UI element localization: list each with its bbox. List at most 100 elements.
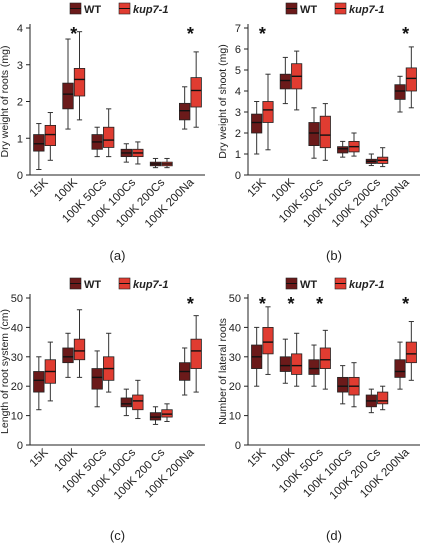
legend: WT kup7-1 — [69, 2, 168, 16]
box-body — [337, 146, 349, 154]
box-body — [319, 347, 331, 369]
y-tick-label: 40 — [11, 322, 23, 334]
box-kup7-1 — [73, 309, 86, 378]
box-wt — [33, 356, 45, 411]
y-tick-label: 30 — [229, 352, 241, 364]
box-body — [251, 113, 263, 134]
legend-label-kup7-1: kup7-1 — [349, 4, 384, 16]
y-tick-label: 20 — [11, 381, 23, 393]
box-body — [337, 376, 349, 393]
significance-asterisk: * — [287, 294, 294, 314]
box-kup7-1 — [190, 315, 202, 393]
box-body — [308, 359, 320, 375]
box-wt — [62, 332, 74, 378]
y-tick-label: 3 — [17, 60, 23, 72]
box-kup7-1 — [103, 332, 115, 393]
box-kup7-1 — [44, 341, 56, 402]
box-kup7-1 — [319, 103, 331, 161]
significance-asterisk: * — [187, 24, 194, 44]
y-tick-label: 0 — [17, 440, 23, 452]
significance-asterisk: * — [259, 294, 266, 314]
x-category-label: 15K — [28, 446, 51, 469]
legend: WT kup7-1 — [69, 277, 168, 291]
box-body — [279, 356, 291, 372]
legend: WT kup7-1 — [285, 2, 384, 16]
x-category-label: 15K — [245, 446, 268, 469]
y-tick-label: 40 — [229, 322, 241, 334]
box-wt — [279, 56, 291, 105]
legend-label-kup7-1: kup7-1 — [349, 279, 384, 291]
box-wt — [149, 406, 162, 425]
significance-asterisk: * — [316, 294, 323, 314]
box-body — [291, 353, 303, 375]
y-tick-label: 50 — [229, 293, 241, 305]
significance-asterisk: * — [70, 24, 77, 44]
box-body — [33, 371, 45, 393]
box-wt — [337, 140, 349, 158]
box-body — [279, 73, 291, 90]
box-kup7-1 — [405, 321, 417, 381]
y-tick-label: 2 — [235, 128, 241, 140]
y-tick-label: 2 — [17, 97, 23, 109]
box-wt — [394, 75, 406, 113]
y-tick-label: 0 — [235, 440, 241, 452]
y-tick-label: 0 — [235, 170, 241, 182]
box-body — [405, 67, 417, 92]
box-body — [394, 359, 406, 378]
box-wt — [308, 107, 320, 159]
box-kup7-1 — [132, 379, 144, 420]
box-wt — [179, 347, 191, 396]
legend-label-wt: WT — [84, 4, 101, 16]
y-axis-label: Dry weight of roots (mg) — [0, 45, 11, 157]
panel-label: (d) — [326, 528, 342, 543]
y-tick-label: 10 — [229, 411, 241, 423]
legend-label-kup7-1: kup7-1 — [133, 279, 168, 291]
box-wt — [91, 350, 103, 408]
box-kup7-1 — [377, 385, 389, 411]
y-tick-label: 5 — [235, 65, 241, 77]
box-body — [190, 77, 202, 108]
significance-asterisk: * — [402, 24, 409, 44]
y-tick-label: 30 — [11, 352, 23, 364]
box-body — [377, 391, 389, 405]
box-wt — [308, 344, 320, 387]
box-body — [62, 347, 74, 364]
significance-asterisk: * — [187, 294, 194, 314]
box-kup7-1 — [348, 132, 360, 157]
y-tick-label: 50 — [11, 293, 23, 305]
box-wt — [394, 341, 406, 390]
box-kup7-1 — [73, 31, 86, 121]
box-body — [103, 126, 115, 148]
y-axis-label: Length of root system (cm) — [0, 309, 11, 434]
y-tick-label: 0 — [17, 170, 23, 182]
panel-label: (b) — [326, 248, 342, 263]
box-body — [33, 134, 45, 152]
y-axis-label: Dry weight of shoot (mg) — [217, 44, 229, 158]
y-tick-label: 7 — [235, 23, 241, 35]
box-wt — [365, 388, 377, 414]
x-category-label: 15K — [245, 176, 268, 199]
box-kup7-1 — [103, 108, 115, 158]
y-tick-label: 6 — [235, 44, 241, 56]
panel-label: (c) — [110, 528, 125, 543]
box-wt — [251, 326, 263, 387]
box-kup7-1 — [348, 362, 360, 408]
box-wt — [120, 388, 132, 417]
legend-label-wt: WT — [300, 4, 317, 16]
box-body — [120, 397, 132, 408]
y-tick-label: 4 — [235, 86, 241, 98]
box-body — [394, 84, 406, 100]
box-wt — [365, 153, 377, 167]
box-kup7-1 — [405, 46, 417, 109]
box-body — [161, 409, 173, 418]
box-kup7-1 — [190, 51, 202, 128]
box-body — [262, 326, 274, 355]
y-tick-label: 1 — [235, 149, 241, 161]
box-kup7-1 — [262, 306, 274, 375]
box-body — [44, 124, 56, 146]
box-body — [73, 68, 86, 97]
